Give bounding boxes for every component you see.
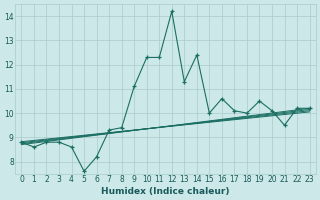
X-axis label: Humidex (Indice chaleur): Humidex (Indice chaleur) bbox=[101, 187, 230, 196]
